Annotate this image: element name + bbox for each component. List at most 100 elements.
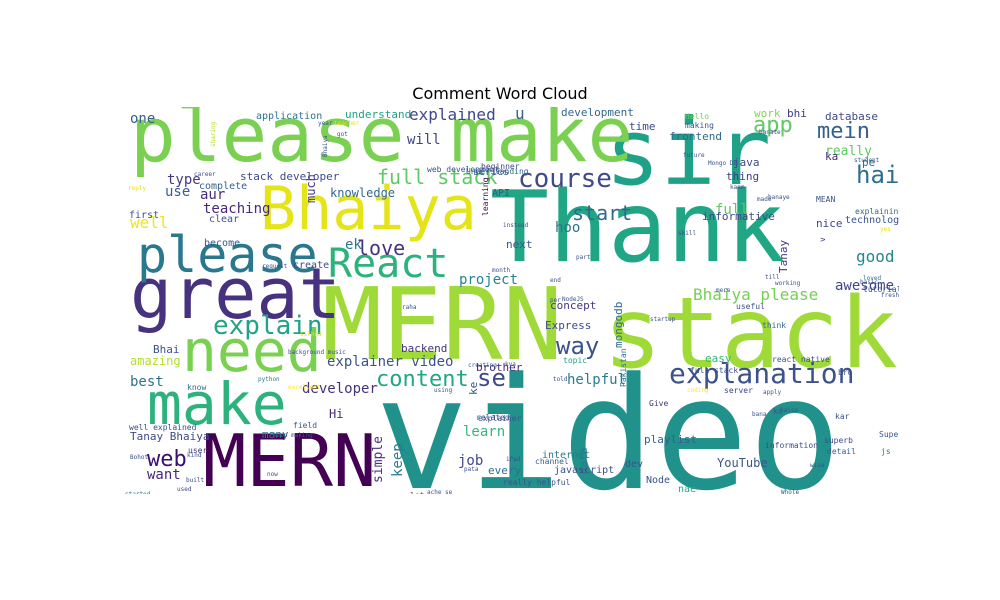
- word: clear: [209, 214, 240, 225]
- word: year: [318, 120, 333, 127]
- word: superb: [824, 436, 853, 445]
- word: told: [553, 376, 568, 383]
- word: useful: [736, 302, 765, 311]
- word: till: [765, 274, 780, 281]
- word: Hello: [685, 112, 710, 121]
- word: started: [125, 492, 150, 495]
- word: tutorial: [863, 285, 899, 294]
- word: excellent: [288, 384, 321, 391]
- word: Bhaiya: [260, 174, 477, 244]
- word: skill: [678, 230, 697, 237]
- word: developer: [302, 381, 378, 397]
- word: detail: [827, 447, 856, 456]
- word: video: [375, 344, 842, 494]
- word: part: [576, 254, 591, 261]
- word: informative: [702, 210, 775, 223]
- word: thing: [726, 170, 760, 183]
- word: information: [765, 441, 818, 450]
- word: MEAN: [816, 195, 836, 204]
- word: java: [733, 156, 760, 169]
- word: backend: [401, 342, 448, 355]
- word: explaining: [855, 207, 899, 216]
- word: type: [167, 172, 201, 188]
- word: pe: [862, 156, 876, 169]
- word: Super: [879, 430, 899, 439]
- word: loved: [863, 275, 882, 282]
- word: iPad: [506, 456, 521, 463]
- word: creating: [468, 362, 497, 369]
- word: kya: [505, 361, 516, 368]
- word: banaye: [768, 194, 790, 201]
- word: Pakistan: [619, 348, 628, 387]
- word: love: [357, 236, 406, 260]
- word: make: [147, 370, 287, 438]
- word: Express: [545, 319, 592, 332]
- word: javascript: [554, 465, 615, 476]
- word: API: [492, 188, 511, 199]
- word: will: [407, 132, 441, 148]
- word: ek: [345, 237, 362, 253]
- word: topic: [563, 356, 588, 365]
- word: many: [262, 428, 289, 441]
- word: Whole: [781, 489, 800, 495]
- word: got: [337, 131, 348, 138]
- word: good: [856, 247, 895, 266]
- word: hai: [856, 161, 899, 189]
- word: request: [262, 263, 288, 270]
- word: u: [515, 107, 525, 123]
- word: apply: [763, 389, 782, 396]
- word: end: [550, 277, 561, 284]
- word: kaam: [730, 184, 745, 191]
- word: need: [182, 317, 322, 385]
- word: using: [434, 387, 453, 394]
- word: brother: [476, 361, 523, 374]
- word: playlist: [644, 433, 697, 446]
- word: database: [825, 110, 878, 123]
- word: keep: [390, 443, 406, 477]
- word: easy: [705, 352, 732, 365]
- word: series: [473, 167, 510, 178]
- word: related: [476, 413, 510, 422]
- word: development: [561, 107, 634, 119]
- word: application: [256, 111, 323, 122]
- word: first: [129, 210, 160, 221]
- word: field: [293, 421, 318, 430]
- word: reply: [128, 185, 147, 192]
- word: dev: [625, 459, 644, 470]
- word: course: [518, 164, 612, 194]
- word: startup: [650, 316, 676, 323]
- word: awesome: [835, 278, 895, 294]
- word: kar: [835, 412, 850, 421]
- word: explainer: [478, 414, 522, 423]
- word: complete: [199, 181, 248, 192]
- word: coding: [687, 387, 709, 394]
- word: app: [753, 113, 793, 138]
- word: full: [715, 202, 749, 218]
- word: internet: [542, 450, 591, 461]
- word: knowledge: [330, 186, 396, 200]
- word: mere: [716, 287, 731, 294]
- word: use: [165, 184, 191, 200]
- word: learn: [463, 424, 506, 440]
- word: way: [556, 332, 600, 360]
- word: pata: [464, 466, 479, 473]
- word: stack developer: [240, 170, 340, 183]
- word: month: [492, 267, 511, 274]
- word: start: [572, 201, 633, 225]
- word: stack: [603, 277, 899, 391]
- word: v: [818, 237, 827, 242]
- word: se: [477, 364, 506, 392]
- word: sir: [605, 107, 772, 206]
- word: web development: [427, 165, 500, 174]
- word: aur: [200, 187, 226, 203]
- word: working: [775, 280, 801, 287]
- word: Give: [649, 399, 669, 408]
- word: kind: [187, 452, 202, 459]
- word: please: [137, 226, 318, 284]
- word: technologies: [845, 215, 899, 226]
- word: lot: [410, 492, 424, 495]
- word: want: [147, 467, 181, 483]
- word: Bohot: [130, 454, 149, 461]
- word: nice: [816, 217, 843, 230]
